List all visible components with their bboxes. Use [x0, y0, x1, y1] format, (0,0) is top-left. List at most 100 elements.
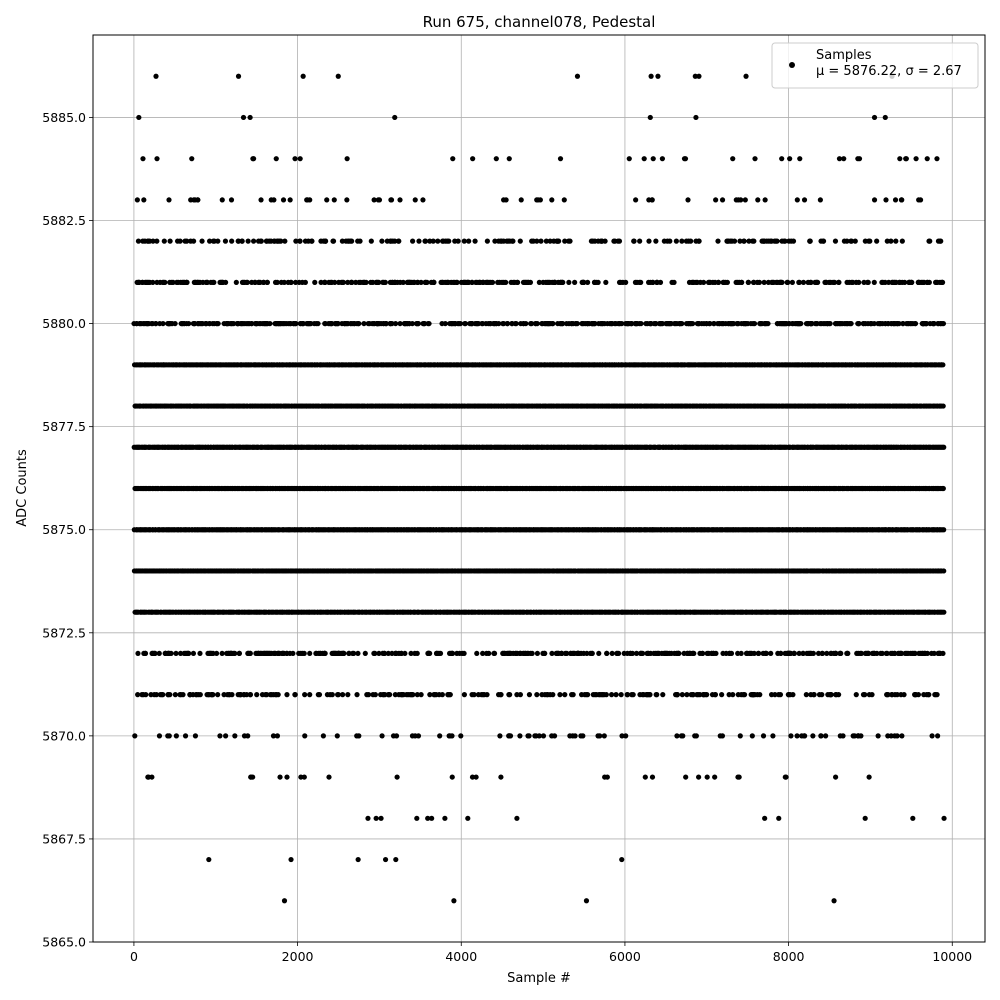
- data-point: [865, 650, 871, 657]
- data-point: [151, 692, 157, 698]
- data-point: [762, 815, 768, 821]
- data-point: [258, 650, 264, 657]
- data-point: [633, 650, 640, 657]
- data-point: [132, 733, 138, 739]
- data-point: [572, 733, 578, 739]
- data-point: [355, 650, 361, 657]
- data-point: [719, 733, 726, 739]
- data-point: [168, 650, 174, 657]
- data-point: [525, 650, 531, 657]
- data-point: [135, 650, 141, 657]
- data-point: [491, 650, 498, 657]
- data-point: [264, 692, 270, 698]
- data-point: [862, 815, 868, 821]
- data-point: [320, 733, 326, 739]
- data-point: [627, 650, 633, 657]
- data-point: [414, 692, 420, 698]
- data-point: [394, 774, 400, 780]
- data-point: [796, 650, 802, 657]
- data-point: [885, 733, 891, 739]
- data-point: [772, 692, 778, 698]
- data-point: [173, 733, 179, 739]
- data-point: [307, 650, 313, 657]
- data-point: [935, 733, 941, 739]
- data-point: [618, 692, 624, 698]
- data-point: [408, 650, 414, 657]
- data-point: [570, 650, 577, 657]
- data-point: [912, 650, 918, 657]
- data-point: [673, 692, 679, 698]
- data-point: [302, 733, 308, 739]
- data-point: [341, 650, 347, 657]
- data-point: [823, 733, 829, 739]
- data-point: [801, 733, 807, 739]
- data-point: [437, 650, 444, 657]
- data-point: [578, 692, 585, 698]
- data-point: [221, 692, 227, 698]
- data-point: [808, 650, 814, 657]
- data-point: [925, 692, 932, 698]
- data-point: [197, 650, 203, 657]
- data-point: [526, 692, 533, 698]
- data-point: [749, 650, 755, 657]
- data-point: [907, 650, 914, 657]
- data-point: [336, 650, 342, 657]
- data-point: [564, 650, 570, 657]
- data-point: [803, 692, 809, 698]
- data-point: [206, 692, 212, 698]
- data-point: [271, 692, 277, 698]
- data-point: [405, 692, 411, 698]
- data-point: [379, 733, 385, 739]
- data-point: [429, 815, 435, 821]
- data-point: [190, 650, 197, 657]
- data-point: [166, 733, 172, 739]
- data-point: [666, 650, 673, 657]
- data-point: [899, 733, 905, 739]
- data-point: [604, 650, 610, 657]
- data-point: [889, 650, 896, 657]
- data-point: [681, 650, 687, 657]
- data-point: [660, 692, 666, 698]
- data-point: [921, 692, 927, 698]
- data-point: [941, 444, 947, 450]
- data-point: [480, 650, 486, 657]
- data-point: [604, 774, 610, 780]
- data-point: [399, 692, 405, 698]
- data-point: [860, 692, 867, 698]
- data-point: [941, 815, 947, 821]
- data-point: [193, 692, 199, 698]
- data-point: [735, 774, 741, 780]
- data-point: [231, 650, 237, 657]
- data-point: [726, 692, 732, 698]
- data-point: [776, 815, 782, 821]
- data-point: [210, 692, 216, 698]
- data-point: [894, 733, 900, 739]
- data-point: [539, 692, 545, 698]
- data-point: [335, 692, 341, 698]
- data-point: [177, 650, 184, 657]
- data-point: [587, 650, 594, 657]
- data-point: [264, 650, 271, 657]
- data-point: [167, 692, 173, 698]
- data-point: [936, 650, 942, 657]
- data-point: [471, 692, 477, 698]
- data-point: [315, 692, 321, 698]
- data-point: [750, 692, 756, 698]
- data-point: [603, 692, 609, 698]
- data-point: [811, 692, 817, 698]
- data-point: [236, 650, 242, 657]
- data-point: [776, 692, 782, 698]
- data-point: [389, 650, 395, 657]
- data-point: [427, 692, 433, 698]
- data-point: [642, 774, 648, 780]
- data-point: [474, 650, 480, 657]
- data-point: [712, 692, 719, 698]
- data-point: [178, 692, 184, 698]
- data-point: [728, 650, 735, 657]
- data-point: [393, 650, 399, 657]
- data-point: [142, 650, 149, 657]
- data-point: [324, 692, 331, 698]
- data-point: [695, 692, 701, 698]
- data-point: [818, 733, 824, 739]
- data-point: [380, 650, 386, 657]
